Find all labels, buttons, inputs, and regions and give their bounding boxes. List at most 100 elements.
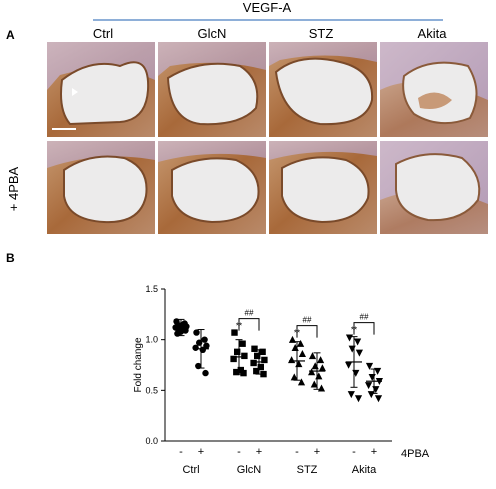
data-point: [365, 382, 373, 390]
data-point: [315, 372, 323, 380]
data-point: [317, 356, 325, 364]
data-point: [250, 359, 257, 367]
data-point: [318, 364, 326, 372]
data-point: [288, 356, 296, 364]
x-tick-sign: +: [256, 446, 262, 458]
x-group-label: Ctrl: [182, 464, 199, 476]
micrograph-akita: [380, 42, 488, 137]
data-point: [233, 368, 240, 376]
data-point: [297, 339, 305, 347]
data-point: [345, 334, 354, 342]
data-point: [178, 323, 186, 330]
data-point: [354, 338, 362, 346]
data-point: [259, 348, 266, 356]
data-point: [254, 352, 261, 360]
data-point: [251, 345, 258, 352]
data-point: [308, 352, 317, 360]
data-point: [261, 356, 268, 364]
data-point: [257, 363, 264, 371]
panel-a-letter: A: [6, 28, 15, 42]
x-tick-sign: +: [371, 446, 377, 458]
x-tick-sign: -: [352, 446, 356, 458]
data-point: [239, 340, 246, 347]
panel-a: A VEGF-A Ctrl GlcN STZ Akita + 4PBA: [6, 0, 488, 234]
data-point: [347, 391, 355, 399]
significance-bracket: [296, 325, 318, 338]
y-ticks: 0.0 0.5 1.0 1.5: [145, 284, 165, 446]
y-tick-label: 1.0: [145, 335, 158, 345]
data-point: [230, 355, 237, 363]
data-point: [234, 348, 241, 356]
data-point: [345, 361, 353, 369]
data-point: [260, 370, 267, 378]
column-label-akita: Akita: [418, 26, 448, 41]
significance-hash: ##: [245, 309, 254, 318]
data-point: [374, 367, 382, 375]
significance-bracket: [238, 318, 260, 331]
significance-bracket: [353, 322, 375, 335]
data-point: [375, 378, 383, 386]
chart: 0.00.51.01.5 Fold change **** **#### ## - +…: [133, 284, 430, 476]
micrograph-akita-4pba: [380, 141, 488, 234]
panel-b-letter: B: [6, 251, 15, 265]
data-point: [368, 373, 376, 381]
column-label-ctrl: Ctrl: [93, 26, 113, 41]
data-point: [231, 329, 238, 336]
micrograph-stz: [269, 42, 377, 137]
treatment-label: 4PBA: [401, 448, 430, 460]
micrograph-ctrl: [47, 42, 155, 137]
x-group-label: GlcN: [237, 464, 262, 476]
data-point: [298, 350, 306, 358]
x-tick-sign: -: [179, 446, 183, 458]
data-point: [241, 352, 248, 360]
row-label-4pba: + 4PBA: [6, 166, 21, 211]
data-point: [195, 362, 202, 370]
data-point: [317, 384, 326, 392]
data-point: [311, 362, 319, 370]
data-point: [354, 395, 363, 403]
data-point: [352, 369, 360, 377]
panel-b: B 0.00.51.01.5 Fold change **** **#### ## …: [6, 251, 430, 476]
data-point: [295, 360, 303, 368]
data-point: [174, 330, 181, 337]
significance-hash: ##: [303, 316, 312, 325]
data-point: [297, 378, 306, 386]
micrograph-glcn-4pba: [158, 141, 266, 234]
significance-hash: ##: [360, 313, 369, 322]
micrograph-glcn: [158, 42, 266, 137]
data-point: [291, 343, 299, 351]
data-point: [202, 369, 209, 377]
data-point: [240, 369, 247, 377]
micrograph-ctrl-4pba: [47, 141, 155, 234]
x-tick-sign: -: [295, 446, 299, 458]
y-tick-label: 0.5: [145, 385, 158, 395]
x-group-label: STZ: [297, 464, 318, 476]
y-tick-label: 0.0: [145, 436, 158, 446]
data-point: [192, 344, 199, 351]
data-point: [355, 349, 363, 357]
x-tick-sign: +: [314, 446, 320, 458]
data-point: [196, 339, 203, 346]
data-point: [308, 368, 316, 376]
data-point: [201, 336, 208, 343]
y-tick-label: 1.5: [145, 284, 158, 294]
data-point: [310, 380, 318, 388]
plot-marks: **** **#### ##: [172, 309, 383, 403]
x-labels: - + Ctrl - + GlcN - + STZ - + Akita: [179, 446, 377, 476]
data-point: [193, 329, 200, 336]
micrograph-stz-4pba: [269, 141, 377, 234]
column-label-glcn: GlcN: [198, 26, 227, 41]
panel-a-header: VEGF-A: [243, 0, 292, 15]
data-point: [199, 346, 206, 353]
data-point: [348, 345, 356, 353]
x-tick-sign: +: [198, 446, 204, 458]
data-point: [372, 386, 380, 394]
data-point: [365, 362, 374, 370]
x-group-label: Akita: [352, 464, 377, 476]
column-label-stz: STZ: [309, 26, 334, 41]
x-tick-sign: -: [237, 446, 241, 458]
data-point: [253, 367, 260, 375]
data-point: [374, 395, 383, 403]
data-point: [367, 391, 375, 399]
